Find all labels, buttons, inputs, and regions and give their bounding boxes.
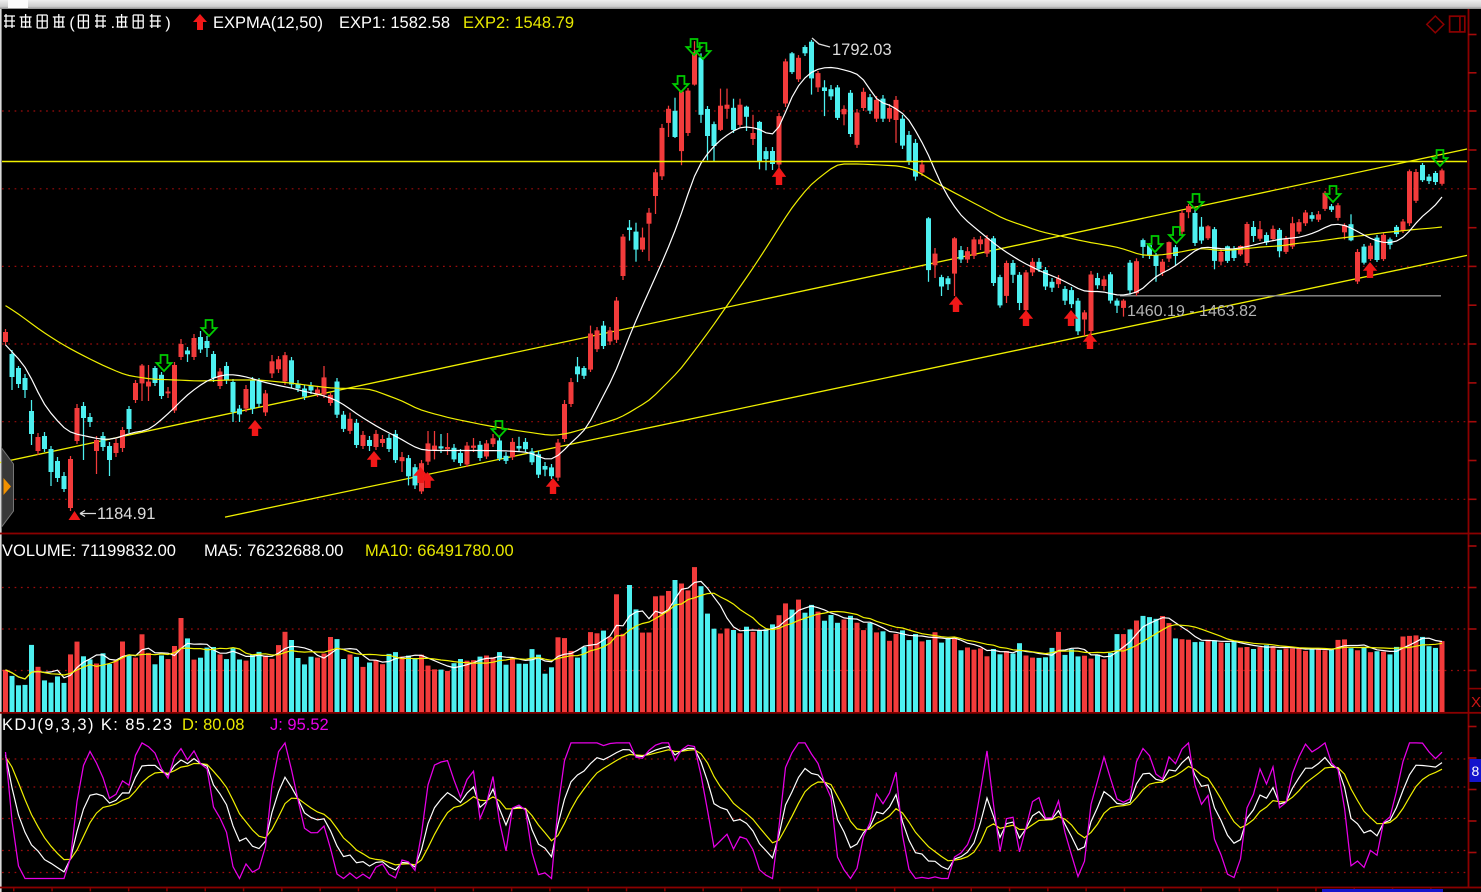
svg-text:.: . <box>111 15 115 32</box>
svg-text:EXP1: 1582.58: EXP1: 1582.58 <box>339 14 450 32</box>
svg-text:EXPMA(12,50): EXPMA(12,50) <box>213 14 323 32</box>
svg-text:MA5: 76232688.00: MA5: 76232688.00 <box>204 542 343 560</box>
svg-text:): ) <box>165 15 170 32</box>
svg-text:EXP2: 1548.79: EXP2: 1548.79 <box>463 14 574 32</box>
svg-text:1460.19 - 1463.82: 1460.19 - 1463.82 <box>1127 303 1257 320</box>
svg-text:1184.91: 1184.91 <box>97 505 155 523</box>
svg-text:8: 8 <box>1472 763 1480 779</box>
svg-text:D: 80.08: D: 80.08 <box>182 716 244 734</box>
svg-text:VOLUME: 71199832.00: VOLUME: 71199832.00 <box>2 542 176 560</box>
svg-text:(: ( <box>69 15 75 32</box>
svg-text:1792.03: 1792.03 <box>832 41 892 59</box>
svg-text:J: 95.52: J: 95.52 <box>270 716 329 734</box>
svg-text:MA10: 66491780.00: MA10: 66491780.00 <box>365 542 514 560</box>
svg-text:X: X <box>1471 694 1481 711</box>
svg-text:KDJ(9,3,3) K: 85.23: KDJ(9,3,3) K: 85.23 <box>2 716 174 734</box>
